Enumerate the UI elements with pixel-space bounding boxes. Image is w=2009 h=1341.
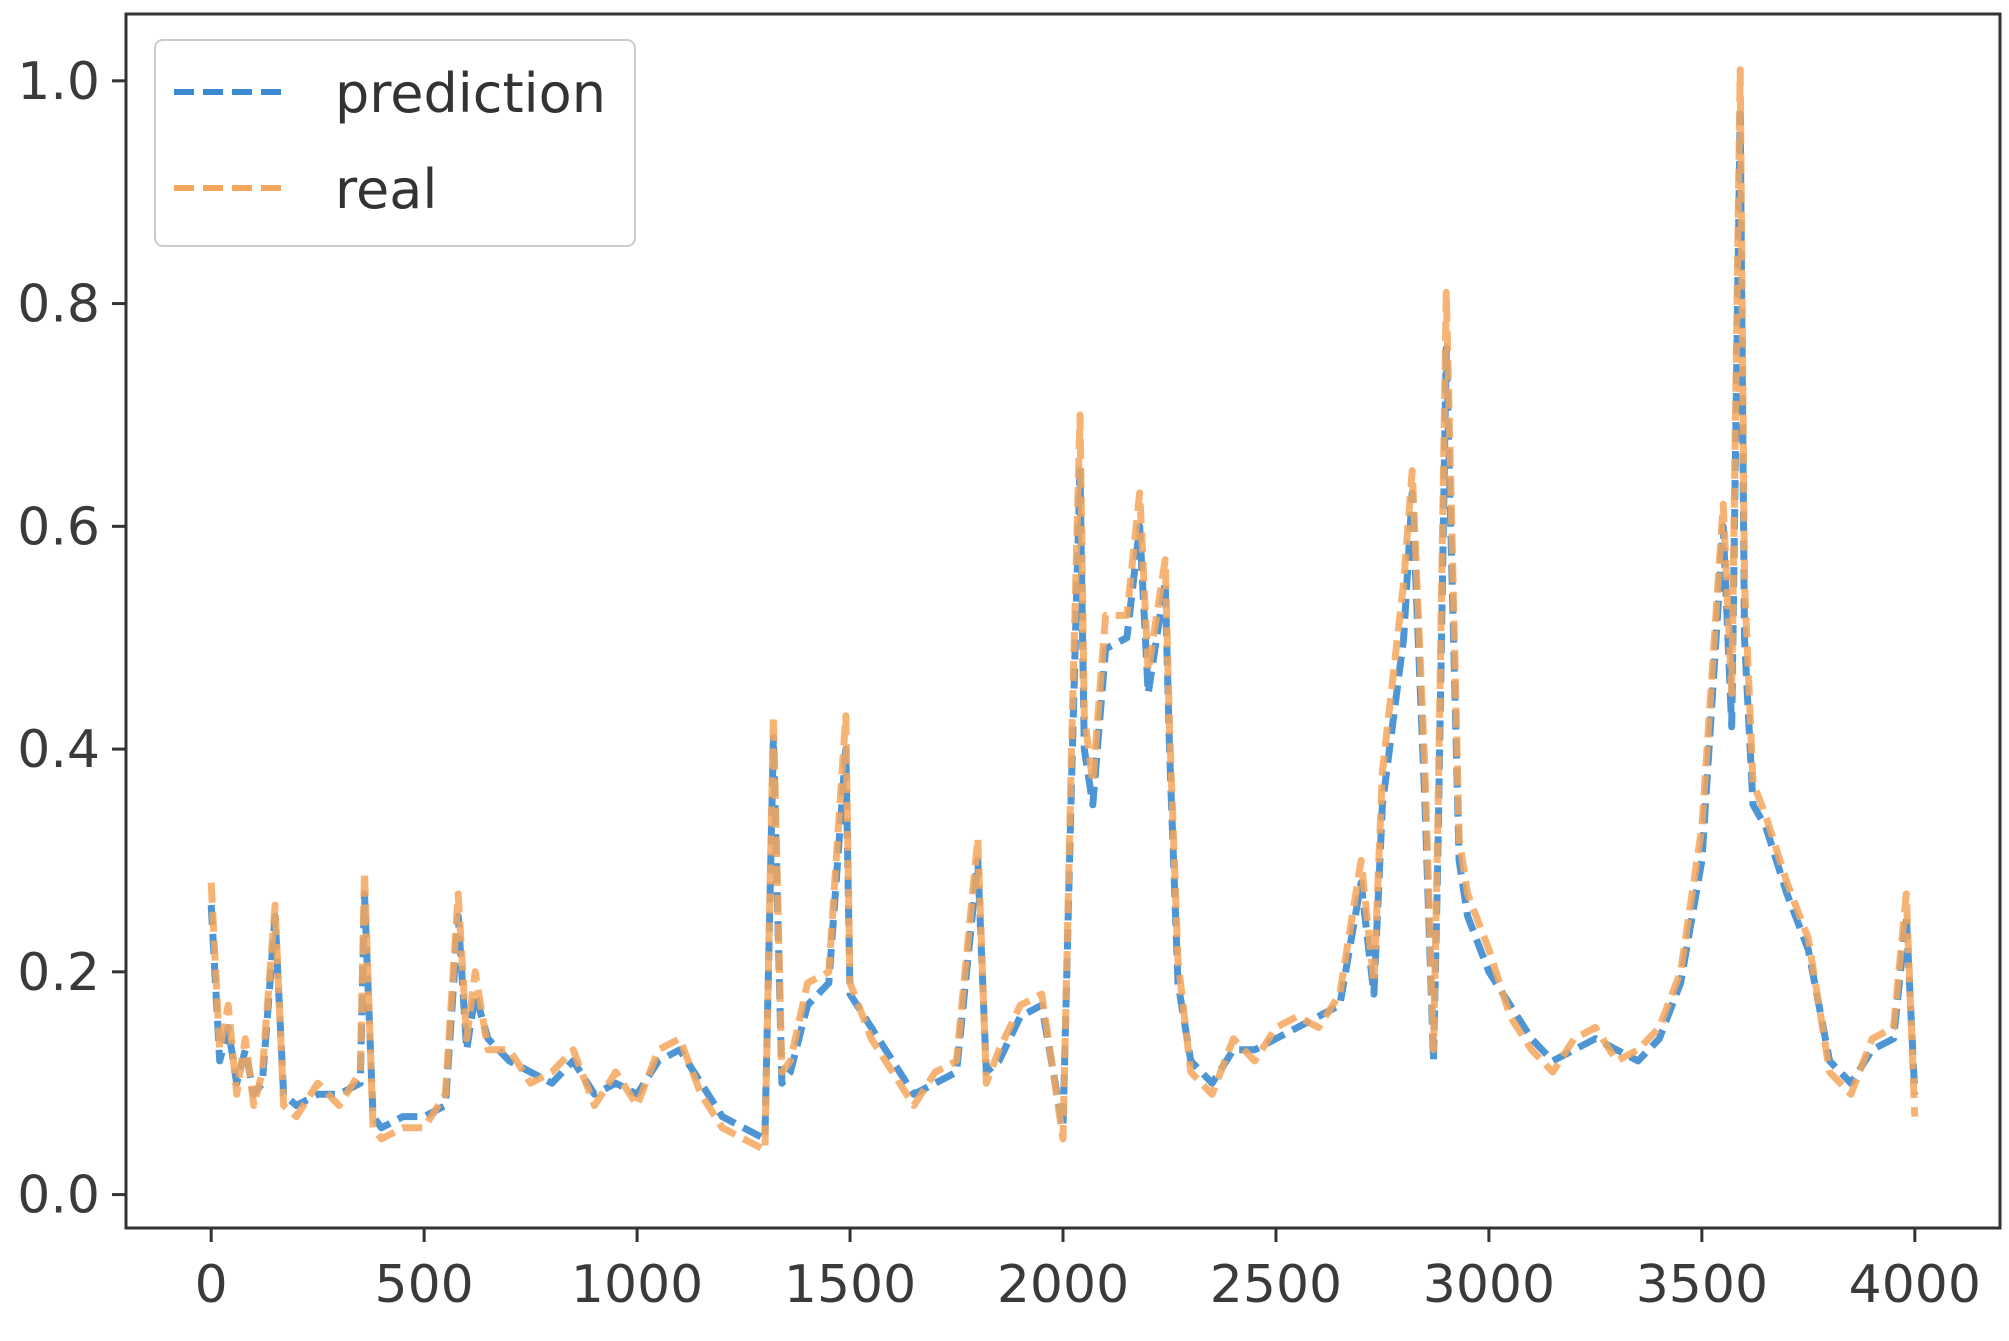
x-tick-label: 3500 xyxy=(1636,1255,1768,1315)
legend-label-real: real xyxy=(335,158,437,221)
x-tick-label: 1000 xyxy=(571,1255,703,1315)
y-tick-label: 1.0 xyxy=(17,52,100,112)
series-layer xyxy=(207,66,1919,1154)
x-tick-label: 4000 xyxy=(1849,1255,1981,1315)
legend: prediction real xyxy=(154,39,636,247)
y-tick-label: 0.6 xyxy=(17,497,100,557)
x-tick-label: 1500 xyxy=(784,1255,916,1315)
x-tick-label: 500 xyxy=(375,1255,474,1315)
series-line-prediction xyxy=(207,110,1919,1143)
x-tick-label: 0 xyxy=(195,1255,228,1315)
x-tick-label: 3000 xyxy=(1423,1255,1555,1315)
x-axis: 0 500 1000 1500 2000 2500 3000 3500 4000 xyxy=(195,1228,1981,1315)
y-tick-label: 0.4 xyxy=(17,720,100,780)
x-tick-label: 2000 xyxy=(997,1255,1129,1315)
x-tick-label: 2500 xyxy=(1210,1255,1342,1315)
y-axis: 0.0 0.2 0.4 0.6 0.8 1.0 xyxy=(17,52,126,1226)
legend-label-prediction: prediction xyxy=(335,62,606,125)
y-tick-label: 0.0 xyxy=(17,1166,100,1226)
series-line-real xyxy=(207,66,1919,1154)
y-tick-label: 0.2 xyxy=(17,943,100,1003)
y-tick-label: 0.8 xyxy=(17,275,100,335)
